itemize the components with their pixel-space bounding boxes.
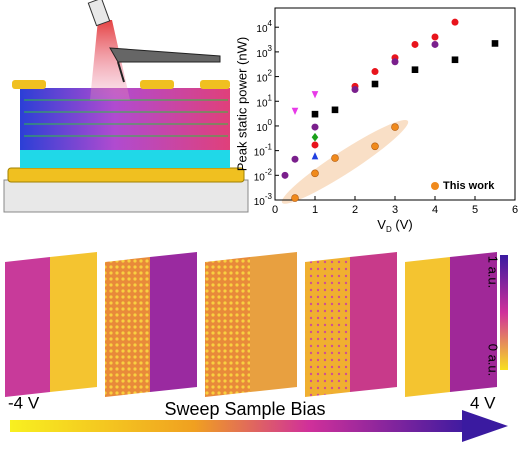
y-tick-label: 102 xyxy=(256,69,272,85)
point xyxy=(331,154,339,162)
highlight-band xyxy=(281,120,409,204)
scatter-plot: 0 1 2 3 4 5 6 10-3 10-2 10-1 100 101 102 103 104 VD (V)… xyxy=(234,7,518,234)
y-tick-label: 10-2 xyxy=(254,167,273,183)
point xyxy=(311,132,319,142)
point xyxy=(351,85,359,93)
x-tick-label: 4 xyxy=(432,204,438,216)
x-tick-label: 1 xyxy=(312,204,318,216)
y-tick-label: 101 xyxy=(256,93,272,109)
x-tick-label: 2 xyxy=(352,204,358,216)
point xyxy=(371,142,379,151)
x-tick-label: 0 xyxy=(272,204,278,216)
point xyxy=(491,40,499,47)
y-axis-label: Peak static power (nW) xyxy=(234,37,249,171)
y-tick-label: 100 xyxy=(256,118,272,134)
legend-marker xyxy=(431,182,439,190)
point xyxy=(291,107,299,116)
point xyxy=(371,68,379,76)
point xyxy=(311,110,319,118)
point xyxy=(311,91,319,99)
point xyxy=(451,18,459,26)
bias-end: 4 V xyxy=(470,393,496,412)
point xyxy=(331,106,339,114)
plot-frame xyxy=(274,7,516,201)
legend-label: This work xyxy=(443,180,495,192)
kpfm-maps xyxy=(5,252,508,397)
point xyxy=(311,141,319,149)
colorbar-max: 1 a.u. xyxy=(486,256,501,289)
point xyxy=(281,171,289,179)
point xyxy=(431,33,439,41)
point xyxy=(291,155,299,163)
x-tick-label: 5 xyxy=(472,204,478,216)
bias-arrow xyxy=(10,420,470,432)
arrow-head xyxy=(462,410,508,442)
point xyxy=(411,40,419,48)
device-schematic xyxy=(3,0,249,213)
point xyxy=(411,66,419,73)
y-tick-label: 104 xyxy=(256,19,272,35)
point xyxy=(311,169,319,178)
x-axis-label: VD (V) xyxy=(377,217,412,234)
point xyxy=(431,40,439,48)
point xyxy=(451,56,459,64)
x-tick-label: 3 xyxy=(392,204,398,216)
point xyxy=(371,80,379,88)
colorbar-min: 0 a.u. xyxy=(486,344,501,377)
y-tick-label: 10-1 xyxy=(254,143,273,159)
bias-label: Sweep Sample Bias xyxy=(164,399,325,419)
point xyxy=(311,152,319,160)
y-tick-label: 103 xyxy=(256,44,272,60)
bias-start: -4 V xyxy=(8,393,40,412)
x-tick-label: 6 xyxy=(512,204,518,216)
point xyxy=(391,123,399,131)
point xyxy=(291,194,299,202)
point xyxy=(391,58,399,66)
point xyxy=(311,123,319,131)
y-tick-label: 10-3 xyxy=(254,192,273,208)
